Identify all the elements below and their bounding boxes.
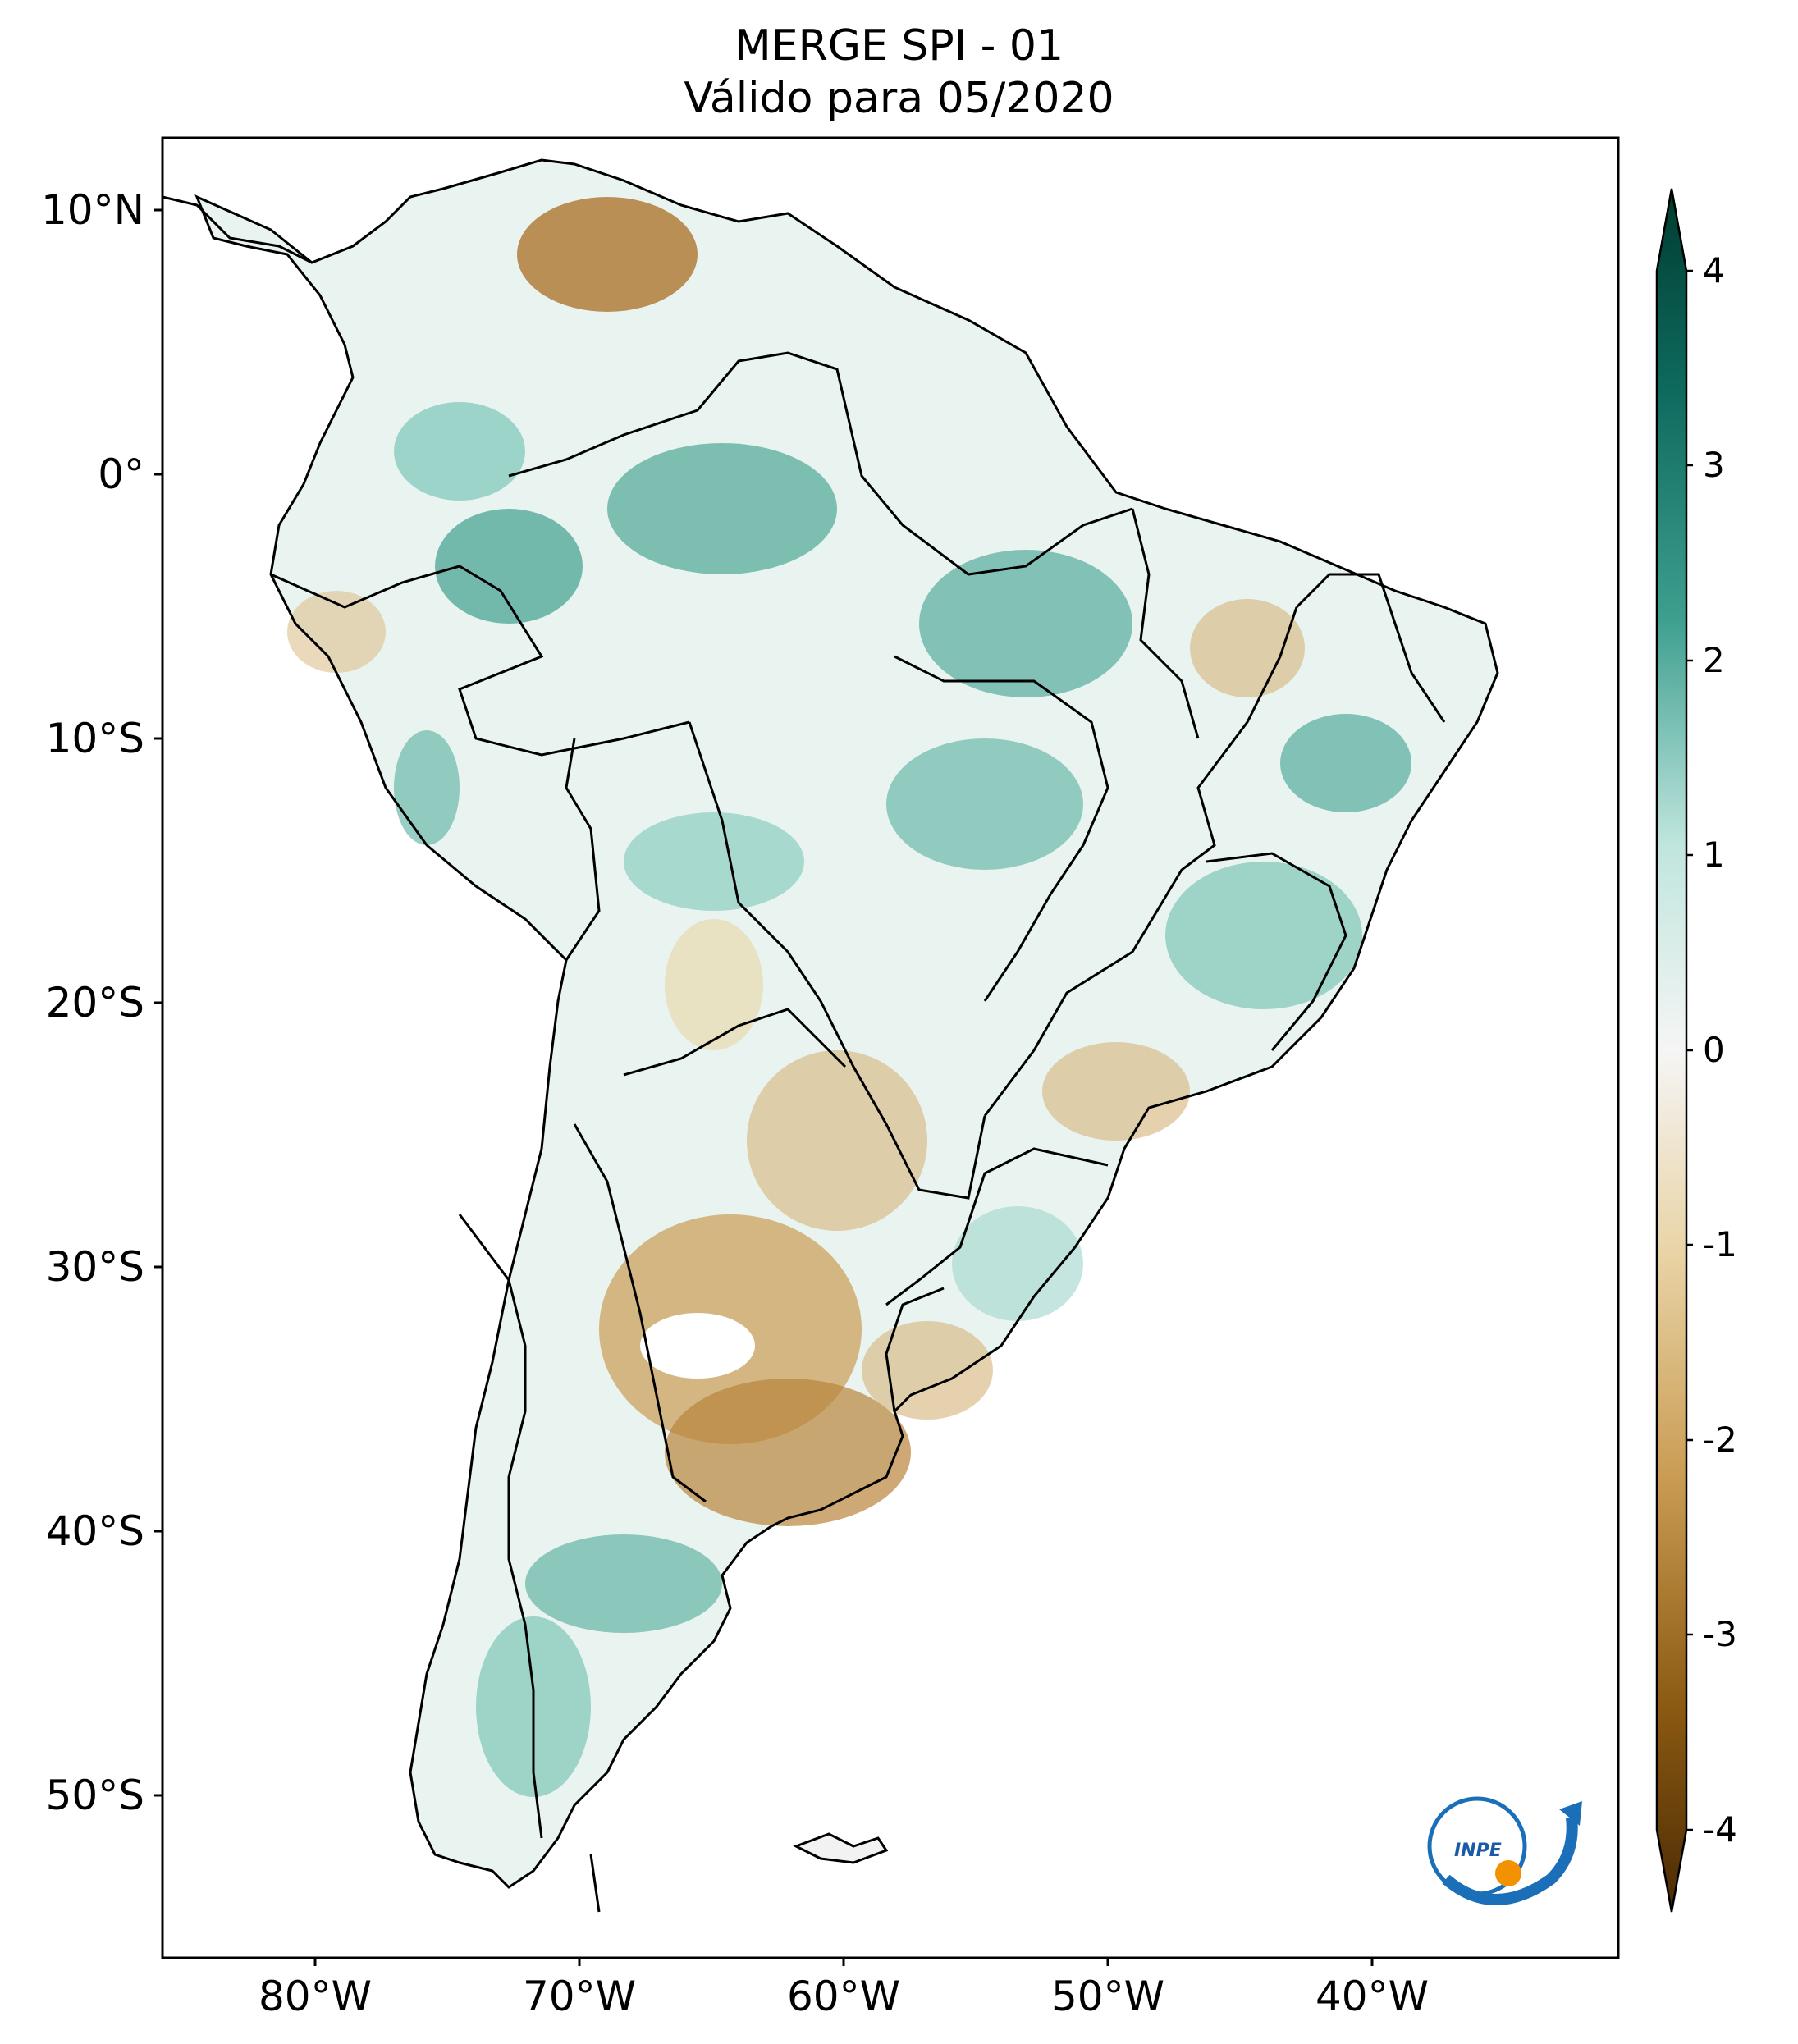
longitude-ticks [313, 1958, 1374, 1966]
spi-field [162, 158, 1499, 1913]
colorbar [1655, 188, 1693, 1913]
colorbar-label-2: 2 [1703, 640, 1725, 680]
lon-label-50w: 50°W [1050, 1973, 1165, 2020]
colorbar-label-neg4: -4 [1703, 1809, 1737, 1850]
lat-label-30s: 30°S [45, 1243, 144, 1291]
lat-label-50s: 50°S [45, 1772, 144, 1819]
colorbar-label-0: 0 [1703, 1030, 1725, 1070]
lon-label-80w: 80°W [258, 1973, 373, 2020]
colorbar-label-neg1: -1 [1703, 1224, 1737, 1264]
colorbar-label-1: 1 [1703, 835, 1725, 875]
lat-label-10n: 10°N [40, 186, 144, 234]
lon-label-40w: 40°W [1315, 1973, 1430, 2020]
map-subtitle: Válido para 05/2020 [684, 74, 1114, 123]
coastline [194, 158, 1499, 1889]
internal-borders [270, 351, 1446, 1913]
inpe-logo [1427, 1796, 1582, 1905]
colorbar-label-neg2: -2 [1703, 1420, 1737, 1460]
lon-label-60w: 60°W [786, 1973, 901, 2020]
map-title: MERGE SPI - 01 [734, 21, 1064, 71]
lon-label-70w: 70°W [522, 1973, 637, 2020]
map-frame [161, 136, 1620, 1959]
colorbar-label-neg3: -3 [1703, 1614, 1737, 1654]
lat-label-20s: 20°S [45, 979, 144, 1027]
lat-label-0: 0° [98, 450, 144, 498]
lat-label-40s: 40°S [45, 1507, 144, 1555]
colorbar-label-3: 3 [1703, 445, 1725, 485]
lat-label-10s: 10°S [45, 715, 144, 762]
latitude-ticks [154, 208, 162, 1797]
inpe-logo-text: INPE [1454, 1841, 1502, 1861]
colorbar-label-4: 4 [1703, 250, 1725, 290]
